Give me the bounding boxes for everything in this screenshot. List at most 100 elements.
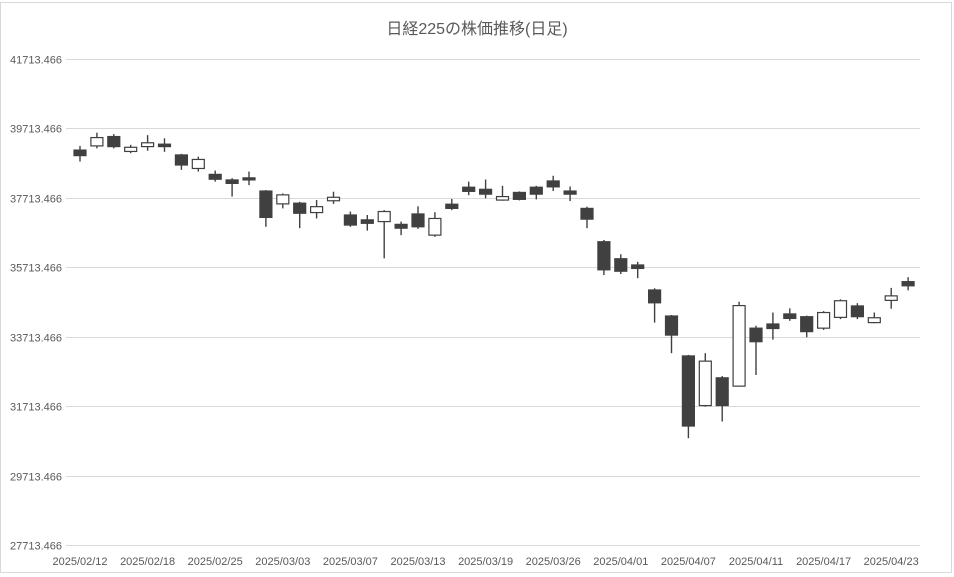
candle-body-down	[225, 179, 239, 184]
y-axis-tick-label: 27713.466	[10, 541, 62, 553]
candle-body-up	[495, 195, 510, 201]
candle	[732, 301, 746, 387]
candle	[546, 175, 560, 192]
candle-body-up	[833, 300, 848, 318]
candle	[512, 191, 527, 201]
candle-body-down	[343, 214, 357, 226]
candle	[867, 312, 881, 324]
candle-body-down	[259, 190, 273, 219]
candle-body-down	[850, 305, 865, 318]
candle	[647, 288, 662, 323]
candle-body-up	[698, 360, 712, 407]
candle	[749, 325, 763, 376]
candle	[884, 287, 898, 309]
gridlines-layer	[66, 59, 920, 546]
candle-body-down	[479, 188, 493, 195]
candle-body-down	[800, 316, 814, 333]
candle-body-down	[681, 355, 696, 427]
candle	[495, 185, 510, 201]
candle	[664, 314, 679, 354]
x-axis-tick-label: 2025/04/17	[796, 556, 851, 568]
candle	[326, 191, 341, 204]
candle	[479, 179, 493, 199]
candle-body-up	[732, 304, 746, 387]
x-axis-tick-label: 2025/04/23	[864, 556, 919, 568]
candle	[360, 214, 374, 231]
candle-body-down	[766, 323, 780, 330]
x-axis-tick-label: 2025/03/26	[526, 556, 581, 568]
candle	[293, 201, 307, 229]
candle-body-down	[411, 213, 425, 228]
candle-body-up	[124, 146, 138, 153]
candle-body-down	[107, 135, 121, 148]
candles-layer	[73, 132, 915, 439]
candle-body-down	[563, 190, 577, 195]
candle-body-down	[360, 219, 374, 224]
y-axis-tick-label: 29713.466	[10, 472, 62, 484]
candle	[850, 303, 865, 320]
candle	[580, 206, 594, 229]
candle	[225, 178, 239, 197]
candle-body-down	[529, 186, 543, 195]
candle-body-down	[647, 289, 662, 304]
candle	[107, 134, 121, 149]
y-axis-tick-label: 39713.466	[10, 124, 62, 136]
candle	[174, 153, 188, 170]
candle-body-up	[90, 136, 104, 147]
y-axis-tick-label: 31713.466	[10, 402, 62, 414]
y-axis-tick-label: 37713.466	[10, 194, 62, 206]
candle-body-down	[208, 173, 222, 180]
candle-body-up	[310, 206, 324, 214]
y-axis-tick-label: 41713.466	[10, 55, 62, 67]
x-axis-tick-label: 2025/02/12	[52, 556, 107, 568]
candle	[529, 185, 543, 200]
candle-body-up	[191, 158, 205, 170]
candle	[614, 254, 628, 275]
x-axis-tick-label: 2025/03/19	[458, 556, 513, 568]
candle-body-up	[377, 210, 391, 223]
candle-body-down	[174, 154, 188, 166]
candle-body-down	[73, 149, 87, 157]
candle	[191, 156, 205, 172]
candle-body-down	[157, 143, 172, 148]
y-axis-tick-label: 33713.466	[10, 333, 62, 345]
candle	[800, 315, 814, 338]
candle	[563, 186, 577, 202]
x-axis-tick-label: 2025/03/13	[390, 556, 445, 568]
candle	[343, 211, 357, 227]
candle	[901, 277, 915, 291]
candle	[90, 132, 104, 149]
candle	[445, 199, 459, 211]
chart-title: 日経225の株価推移(日足)	[386, 20, 567, 38]
candle-body-down	[901, 281, 915, 287]
x-axis-tick-label: 2025/04/07	[661, 556, 716, 568]
x-axis-tick-label: 2025/03/03	[255, 556, 310, 568]
candle-body-down	[512, 191, 527, 200]
candle	[141, 135, 155, 151]
candle-body-down	[293, 202, 307, 214]
candle-body-down	[749, 327, 763, 343]
candle	[783, 308, 797, 321]
candle-body-down	[394, 223, 408, 229]
x-axis-tick-label: 2025/03/07	[323, 556, 378, 568]
candle-body-up	[428, 217, 442, 236]
candle-body-up	[326, 196, 341, 202]
candle	[73, 145, 87, 162]
candle	[208, 170, 222, 182]
candle	[377, 210, 391, 259]
candle	[310, 200, 324, 219]
candle-body-down	[580, 207, 594, 220]
candle	[411, 206, 425, 229]
candle-body-up	[276, 194, 290, 205]
candle-body-up	[141, 142, 155, 148]
x-axis-tick-label: 2025/02/25	[188, 556, 243, 568]
candle	[259, 189, 273, 227]
candle	[462, 181, 476, 196]
candle	[715, 376, 729, 422]
candle	[681, 354, 696, 439]
candle	[157, 138, 172, 152]
candle-body-down	[783, 313, 797, 320]
